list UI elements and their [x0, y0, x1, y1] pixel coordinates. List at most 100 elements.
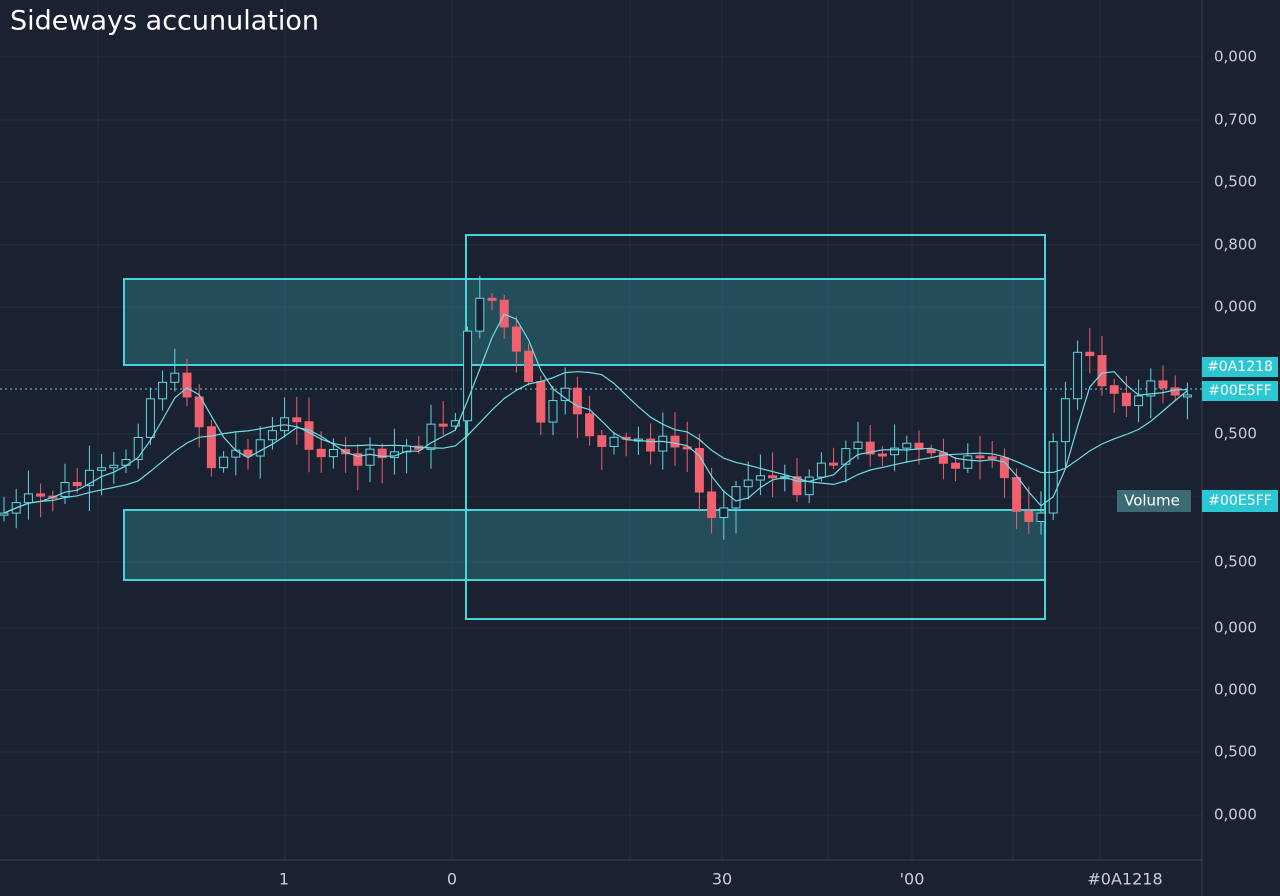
candle-body	[853, 441, 863, 450]
candle-body	[707, 491, 717, 519]
candle-body	[1036, 512, 1046, 522]
candle-body	[658, 435, 668, 452]
candle-body	[829, 462, 839, 466]
candle-body	[987, 456, 997, 460]
price-label: 0,000	[1214, 619, 1257, 637]
candle-body	[670, 435, 680, 448]
candle-body	[1024, 510, 1034, 522]
candle-body	[292, 417, 302, 423]
price-tag: #00E5FF	[1208, 383, 1271, 399]
candle-body	[182, 372, 192, 398]
candle-body	[1109, 385, 1119, 394]
candle-body	[145, 398, 155, 438]
grid	[0, 0, 1202, 860]
chart-title: Sideways accunulation	[10, 6, 319, 37]
time-label: 30	[712, 870, 732, 889]
price-tag-bg	[1202, 381, 1278, 401]
candle-body	[951, 462, 961, 469]
candle-body	[646, 438, 656, 452]
support-zone	[123, 509, 1046, 581]
candle-body	[926, 448, 936, 454]
candle-body	[572, 387, 582, 415]
candle-body	[194, 396, 204, 428]
candle-body	[1073, 351, 1083, 400]
candle-body	[804, 476, 814, 496]
volume-tag-bg	[1202, 490, 1278, 512]
candle-body	[23, 493, 33, 504]
candle-body	[450, 420, 460, 427]
candle-body	[890, 447, 900, 456]
candle-body	[475, 297, 485, 332]
candle-body	[548, 400, 558, 423]
time-label: '00	[900, 870, 925, 889]
candle-body	[975, 455, 985, 459]
price-label: 0,000	[1214, 298, 1257, 316]
candle-body	[524, 350, 534, 383]
candle-body	[755, 475, 765, 481]
candle-body	[487, 297, 497, 301]
candle-body	[719, 507, 729, 519]
price-label: 0,700	[1214, 111, 1257, 129]
volume-tag-bg	[1117, 490, 1191, 512]
candle-body	[36, 493, 46, 497]
candle-body	[963, 455, 973, 469]
price-axis: 0,000 0,700 0,500 0,800 0,000 0,500 0,500 0,000…	[1214, 48, 1257, 824]
candle-body	[84, 469, 94, 487]
candle-body	[109, 464, 119, 469]
candle-body	[768, 475, 778, 479]
candle-body	[1170, 387, 1180, 396]
range-box	[465, 234, 1046, 620]
candle-body	[1048, 441, 1058, 514]
candle-body	[792, 476, 802, 496]
candle-body	[316, 448, 326, 458]
candle-body	[72, 482, 82, 487]
price-tag: #0A1218	[1207, 359, 1273, 375]
candle-body	[682, 446, 692, 450]
moving-averages	[3, 313, 1188, 514]
candle-body	[511, 326, 521, 352]
price-tag-bg	[1202, 357, 1278, 377]
candle-body	[231, 449, 241, 458]
candle-body	[731, 486, 741, 509]
candle-body	[60, 482, 70, 497]
time-label: 0	[447, 870, 457, 889]
candle-body	[597, 435, 607, 447]
candle-body	[426, 423, 436, 450]
candle-body	[694, 448, 704, 493]
candle-body	[816, 462, 826, 478]
price-label: 0,500	[1214, 425, 1257, 443]
candle-body	[377, 448, 387, 459]
candle-body	[267, 430, 277, 441]
volume-label: Volume	[1124, 492, 1180, 510]
candle-body	[0, 512, 9, 516]
candle-body	[1134, 395, 1144, 407]
candle-body	[170, 372, 180, 383]
time-axis: 1 0 30 '00 #0A1218	[279, 870, 1163, 889]
candle-body	[463, 330, 473, 422]
candle-body	[1182, 394, 1192, 398]
price-label: 0,500	[1214, 553, 1257, 571]
candle-body	[609, 436, 619, 447]
price-label: 0,800	[1214, 236, 1257, 254]
candle-body	[1121, 392, 1131, 407]
candle-body	[902, 442, 912, 449]
candle-body	[365, 448, 375, 466]
candle-body	[841, 448, 851, 465]
candle-body	[438, 423, 448, 427]
candle-body	[353, 453, 363, 466]
price-label: 0,000	[1214, 806, 1257, 824]
price-label: 0,500	[1214, 173, 1257, 191]
price-label: 0,000	[1214, 48, 1257, 66]
time-label: 1	[279, 870, 289, 889]
candle-body	[97, 467, 107, 471]
candle-body	[255, 439, 265, 457]
candle-body	[999, 457, 1009, 479]
candle-body	[243, 449, 253, 457]
moving-average	[3, 313, 1188, 514]
candle-body	[133, 436, 143, 461]
candle-body	[1158, 380, 1168, 389]
resistance-zone	[123, 278, 1046, 366]
